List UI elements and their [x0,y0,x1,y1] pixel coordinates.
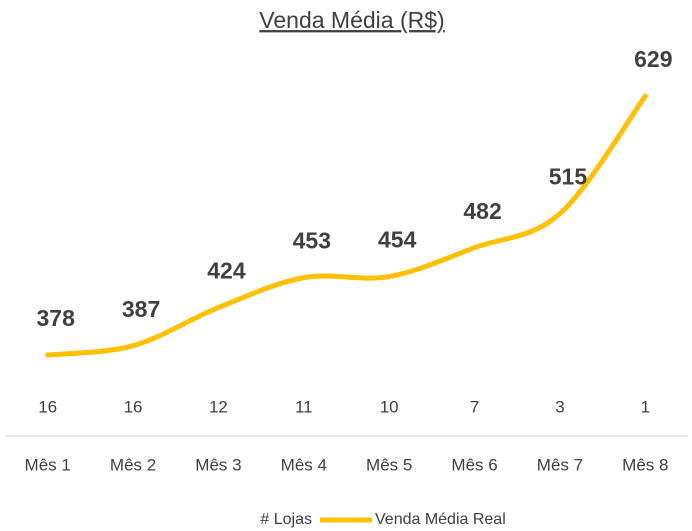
count-label: 10 [380,397,399,416]
x-tick-label: Mês 1 [25,455,71,474]
count-label: 7 [470,397,479,416]
count-label: 3 [555,397,564,416]
count-label: 16 [124,397,143,416]
line [45,93,648,358]
data-label: 424 [207,258,246,284]
data-label: 454 [378,227,417,253]
chart-title: Venda Média (R$) [259,7,444,33]
x-tick-label: Mês 8 [622,455,668,474]
legend-label: Venda Média Real [375,511,506,528]
x-tick-label: Mês 6 [451,455,497,474]
x-tick-label: Mês 7 [537,455,583,474]
count-label: 11 [295,397,313,416]
data-label: 387 [122,296,160,322]
count-label: 16 [38,397,57,416]
data-label: 482 [463,198,501,224]
x-tick-label: Mês 4 [281,455,327,474]
data-label: 515 [549,164,588,190]
x-tick-label: Mês 5 [366,455,412,474]
legend-label: # Lojas [260,511,312,528]
data-label: 378 [37,305,76,331]
x-tick-label: Mês 3 [195,455,241,474]
x-tick-label: Mês 2 [110,455,156,474]
data-label: 453 [293,228,331,254]
data-label: 629 [634,46,672,72]
count-label: 12 [209,397,228,416]
count-label: 1 [641,397,650,416]
